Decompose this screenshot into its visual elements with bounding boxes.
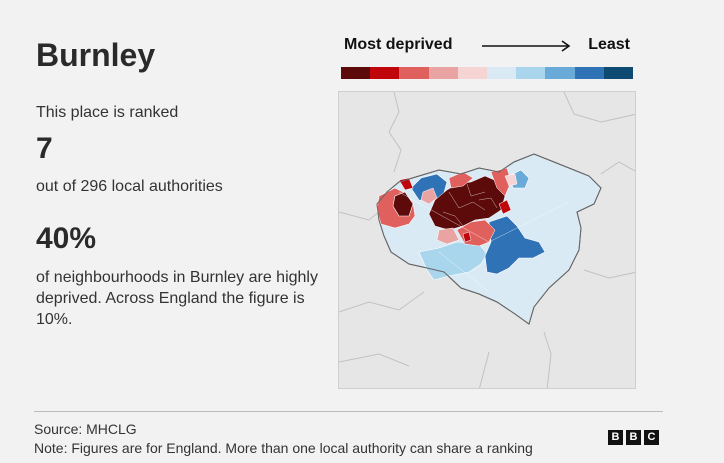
logo-block: C (644, 430, 659, 445)
legend-color-scale (341, 67, 634, 79)
rank-value: 7 (36, 132, 53, 165)
legend-swatch (399, 67, 429, 79)
legend-swatch (574, 67, 604, 79)
legend-swatch (545, 67, 575, 79)
map-svg (339, 92, 635, 388)
legend-swatch (370, 67, 400, 79)
internal-boundaries (398, 183, 570, 293)
district-area-mid-blue-north (410, 173, 448, 203)
source-text: Source: MHCLG (34, 421, 137, 437)
footer-divider (34, 411, 663, 412)
legend-swatch (341, 67, 371, 79)
district-area-bright-red-east (498, 199, 512, 215)
district-area-red-ring-north (448, 171, 474, 189)
arrow-right-icon (482, 40, 571, 52)
logo-block: B (608, 430, 623, 445)
legend-swatch (428, 67, 458, 79)
bbc-logo: B B C (608, 430, 659, 445)
legend-left-label: Most deprived (344, 36, 453, 53)
legend-right-label: Least (588, 36, 630, 53)
note-text: Note: Figures are for England. More than… (34, 440, 533, 456)
legend-header: Most deprived Least (344, 36, 634, 58)
legend-swatch (487, 67, 517, 79)
legend-swatch (603, 67, 634, 79)
district-area-pink-south (436, 227, 460, 245)
deprivation-description: of neighbourhoods in Burnley are highly … (36, 269, 318, 328)
district-area-dark-red-west (392, 191, 414, 217)
page-title: Burnley (36, 37, 156, 73)
district-area-bright-red-south (462, 231, 472, 243)
legend-swatch (457, 67, 488, 79)
deprivation-percent: 40% (36, 222, 97, 255)
rank-context-text: out of 296 local authorities (36, 178, 223, 195)
logo-block: B (626, 430, 641, 445)
legend-swatch (516, 67, 546, 79)
rank-intro-text: This place is ranked (36, 104, 179, 121)
deprivation-map (338, 91, 636, 389)
district-area-pale-pink (504, 173, 518, 187)
district-area-pink-north (420, 187, 438, 205)
neighbouring-boundaries (339, 92, 635, 388)
district-outline (376, 153, 602, 325)
district-area-dark-blue-se (484, 215, 546, 275)
